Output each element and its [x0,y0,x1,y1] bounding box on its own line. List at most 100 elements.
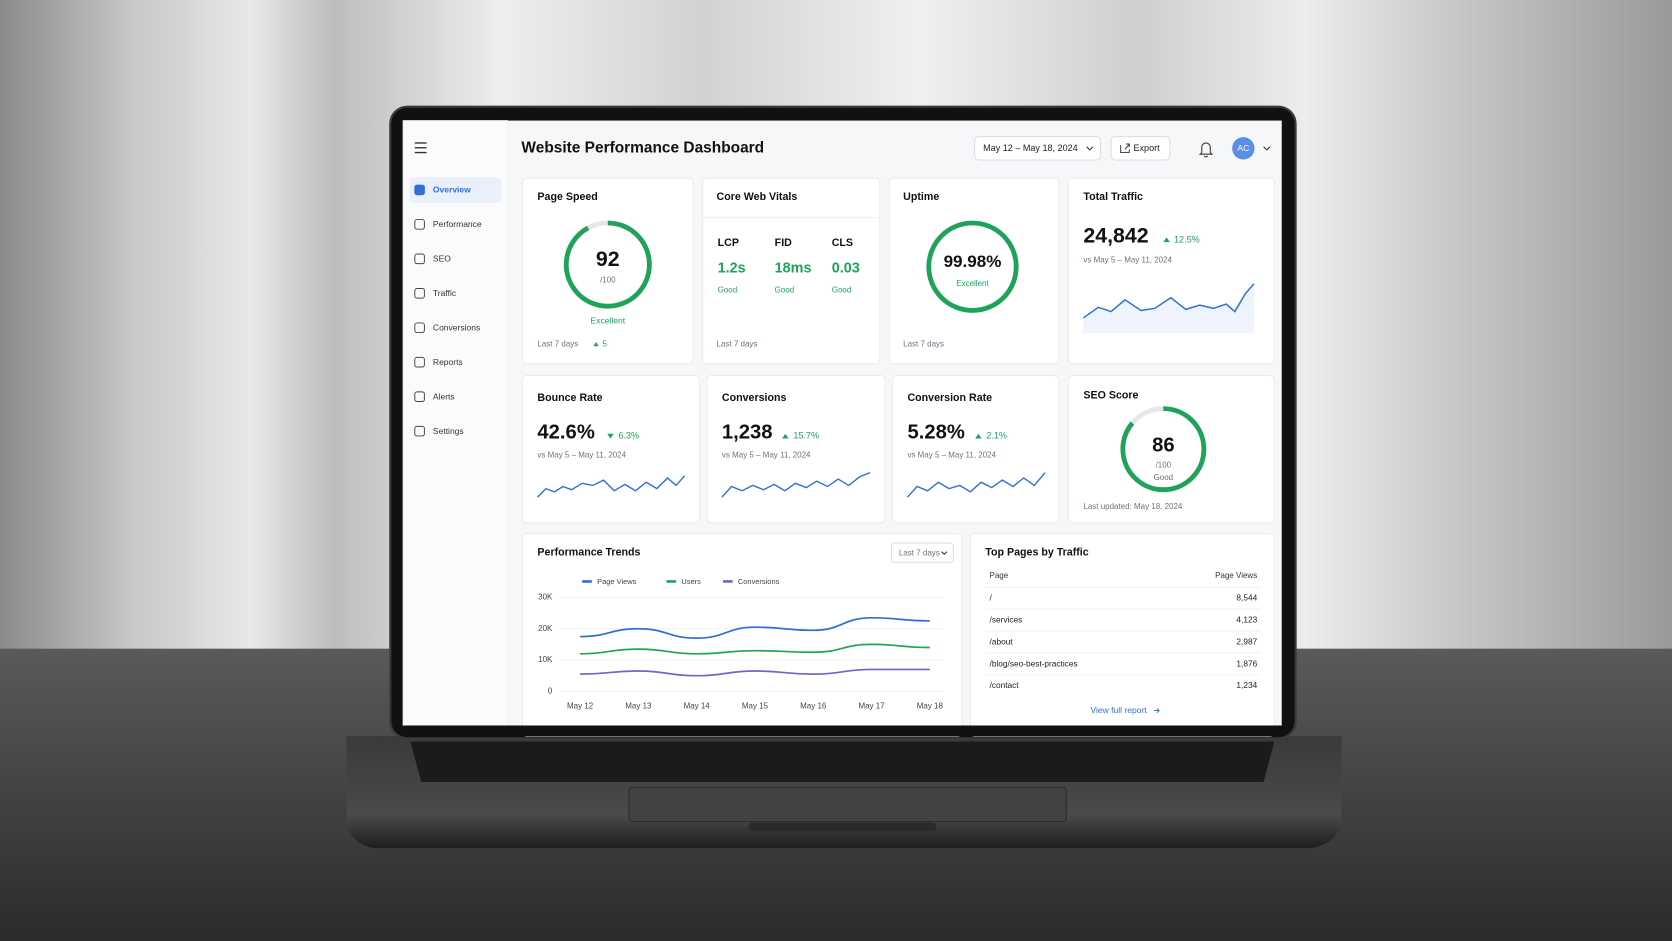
x-tick-label: May 12 [567,701,594,710]
chevron [941,551,948,556]
metric-name: LCP [718,237,739,249]
nav-item[interactable]: Reports [433,357,463,367]
page-path[interactable]: /blog/seo-best-practices [990,658,1078,668]
card [1068,375,1275,524]
card-title: SEO Score [1083,390,1138,402]
page-path[interactable]: / [990,593,993,603]
export-label: Export [1134,143,1161,153]
period-select[interactable] [890,542,954,563]
legend-label: Users [681,577,701,586]
page-path[interactable]: /services [990,615,1023,625]
change: 6.3% [618,431,639,441]
metric-name: FID [775,237,792,249]
card-title: Core Web Vitals [717,191,798,203]
metric-value: 0.03 [832,261,860,277]
page-views: 1,876 [1236,658,1257,668]
page-path[interactable]: /contact [990,680,1020,690]
card-title: Page Speed [537,191,597,203]
period: Last 7 days [537,340,578,349]
card-title: Bounce Rate [537,392,602,404]
chevron [1263,146,1271,151]
x-tick-label: May 15 [742,701,769,710]
series-line [580,616,930,640]
sparkline [906,472,1046,498]
page-path[interactable]: /about [990,636,1014,646]
export-button[interactable] [1110,136,1171,161]
change: 2.1% [986,431,1007,441]
gauge-arc [1120,406,1207,493]
up-arrow [782,433,789,439]
metric-value: 18ms [775,261,812,277]
y-tick-label: 0 [548,686,553,695]
comparison: vs May 5 – May 11, 2024 [1083,255,1172,264]
nav-item[interactable]: Traffic [433,288,457,298]
avatar-initials: AC [1237,143,1249,153]
card [702,177,881,365]
page-views: 4,123 [1236,615,1257,625]
score-max: /100 [600,276,616,285]
keyboard [410,741,1275,783]
page-views: 8,544 [1236,593,1257,603]
nav-item[interactable]: Conversions [433,323,480,333]
x-tick-label: May 17 [858,701,885,710]
nav-icon [414,356,425,368]
column-header: Page [990,571,1009,580]
page-title: Website Performance Dashboard [521,139,764,156]
nav-icon [414,253,425,265]
nav-icon [414,288,425,299]
card-title: Top Pages by Traffic [985,546,1088,558]
down-arrow [607,433,614,439]
nav-icon [414,219,425,230]
sparkline [536,475,686,498]
metric-status: Good [832,285,852,294]
status: Excellent [956,279,989,288]
nav-item[interactable]: Performance [433,219,482,229]
sparkline-fill [1083,283,1255,333]
nav-item[interactable]: Overview [433,185,471,195]
x-tick-label: May 13 [625,701,652,710]
export-icon [1120,143,1130,154]
metric-value: 1.2s [718,261,746,277]
score-max: /100 [1156,460,1172,469]
arrow [1153,708,1160,714]
period: Last 7 days [899,548,940,557]
sidebar [402,120,508,726]
x-tick-label: May 14 [684,701,711,710]
column-header: Page Views [1215,571,1257,580]
menu-icon [414,142,427,154]
kpi-value: 1,238 [722,422,773,444]
uptime-value: 99.98% [944,252,1002,271]
page-views: 1,234 [1236,680,1257,690]
legend-label: Page Views [597,577,636,586]
bezel-bottom [403,725,1282,737]
comparison: vs May 5 – May 11, 2024 [907,451,996,460]
nav-icon [414,184,425,196]
kpi-value: 42.6% [537,422,594,444]
avatar[interactable] [1232,137,1255,160]
card [888,177,1060,365]
comparison: vs May 5 – May 11, 2024 [537,451,626,460]
date-picker[interactable] [974,136,1101,161]
view-report-link[interactable]: View full report [1091,705,1148,715]
status: Good [1154,473,1174,482]
series-line [580,668,930,677]
up-arrow [593,341,599,347]
nav-icon [414,391,425,402]
score: 92 [596,247,620,271]
card-title: Conversions [722,392,787,404]
bell[interactable] [1198,142,1214,158]
up-arrow [1163,237,1170,243]
sparkline [1082,283,1255,319]
nav-item[interactable]: SEO [433,254,451,264]
kpi-value: 5.28% [907,422,964,444]
card [522,177,694,365]
nav-item[interactable]: Settings [433,426,464,436]
comparison: vs May 5 – May 11, 2024 [722,451,811,460]
nav-item[interactable]: Alerts [433,391,455,401]
period: Last 7 days [717,340,758,349]
date-range: May 12 – May 18, 2024 [983,143,1078,153]
y-tick-label: 10K [538,655,553,664]
x-tick-label: May 16 [800,701,827,710]
metric-status: Good [775,285,795,294]
